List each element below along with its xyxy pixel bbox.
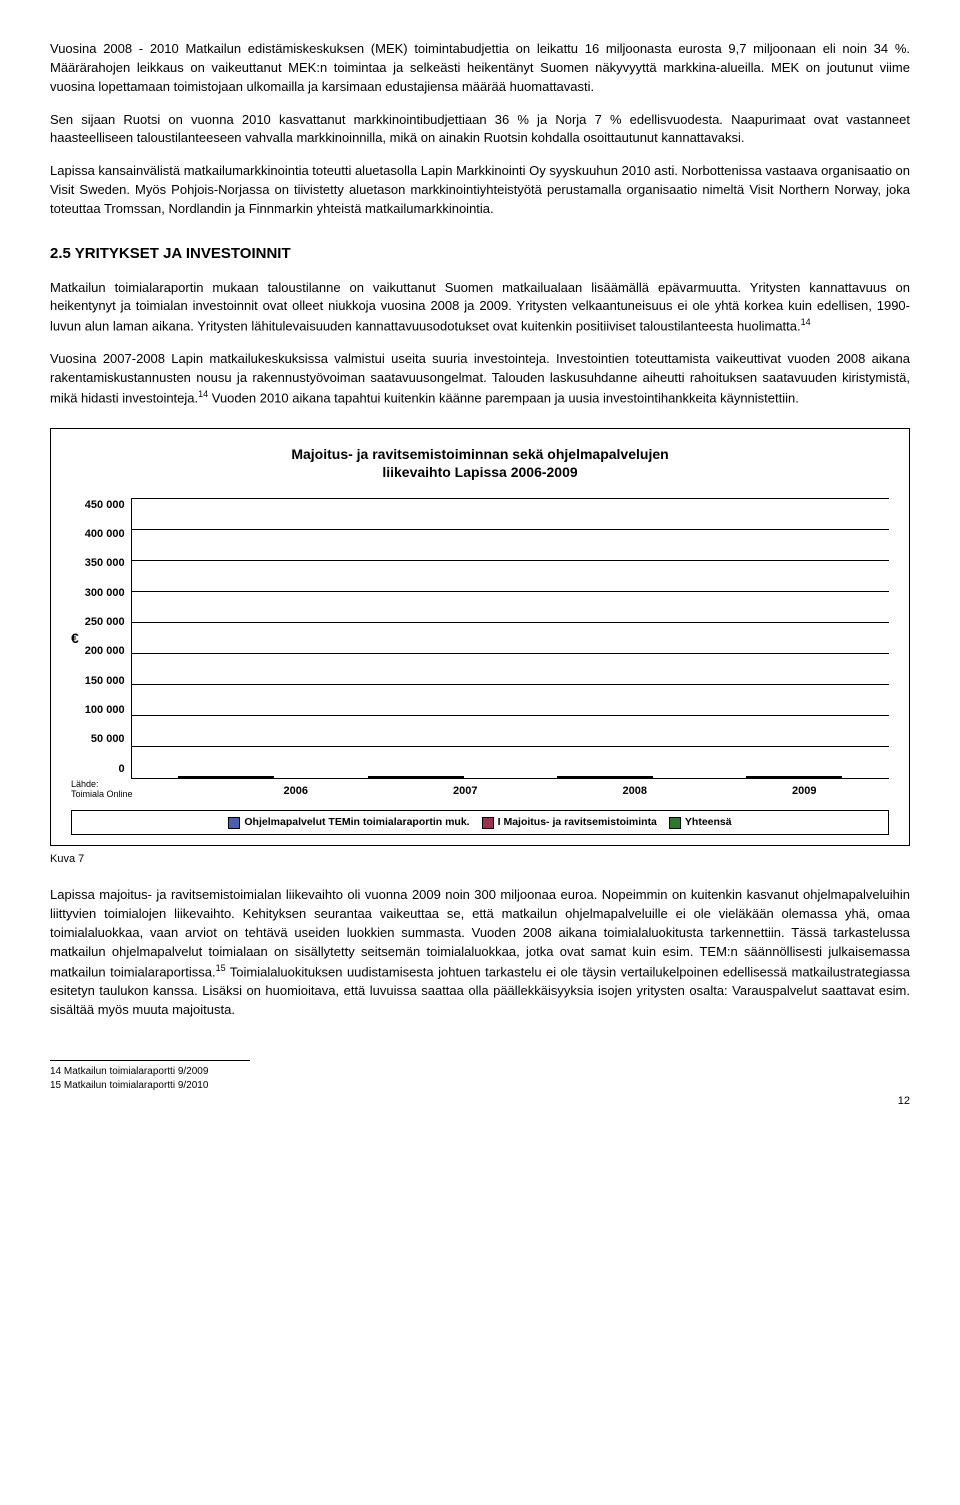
chart-title: Majoitus- ja ravitsemistoiminnan sekä oh… [71,445,889,481]
bar-group [746,776,842,778]
bar-group [557,776,653,778]
legend-label: Yhteensä [685,815,732,830]
legend-swatch [482,817,494,829]
legend-item: I Majoitus- ja ravitsemistoiminta [482,815,657,830]
y-tick-label: 100 000 [85,703,125,719]
chart-legend: Ohjelmapalvelut TEMin toimialaraportin m… [71,810,889,835]
y-tick-label: 250 000 [85,615,125,631]
body-paragraph: Lapissa kansainvälistä matkailumarkkinoi… [50,162,910,219]
page-number: 12 [50,1094,910,1110]
y-tick-label: 300 000 [85,586,125,602]
bar [400,776,432,778]
bar [746,776,778,778]
x-tick-label: 2009 [792,784,816,800]
chart-source: Lähde:Toimiala Online [71,779,141,801]
footnote: 15 Matkailun toimialaraportti 9/2010 [50,1079,910,1094]
y-tick-label: 50 000 [91,732,125,748]
gridline [132,560,889,561]
gridline [132,498,889,499]
x-axis: 2006 2007 2008 2009 [211,784,889,800]
y-tick-label: 450 000 [85,498,125,514]
section-heading: 2.5 YRITYKSET JA INVESTOINNIT [50,243,910,265]
figure-label: Kuva 7 [50,852,910,868]
legend-label: I Majoitus- ja ravitsemistoiminta [498,815,657,830]
x-tick-label: 2008 [623,784,647,800]
x-tick-label: 2006 [284,784,308,800]
bar [621,776,653,778]
bar [778,776,810,778]
gridline [132,684,889,685]
gridline [132,653,889,654]
gridline [132,746,889,747]
legend-swatch [228,817,240,829]
plot-area [131,498,889,779]
bar [178,776,210,778]
gridline [132,591,889,592]
y-tick-label: 400 000 [85,527,125,543]
body-paragraph: Sen sijaan Ruotsi on vuonna 2010 kasvatt… [50,111,910,149]
legend-label: Ohjelmapalvelut TEMin toimialaraportin m… [244,815,469,830]
body-paragraph: Vuosina 2008 - 2010 Matkailun edistämisk… [50,40,910,97]
bar [242,776,274,778]
y-tick-label: 150 000 [85,674,125,690]
gridline [132,529,889,530]
bar [557,776,589,778]
bar [589,776,621,778]
y-axis-unit: € [71,628,79,648]
body-paragraph: Vuosina 2007-2008 Lapin matkailukeskuksi… [50,350,910,408]
bar-chart: Majoitus- ja ravitsemistoiminnan sekä oh… [50,428,910,846]
footnote: 14 Matkailun toimialaraportti 9/2009 [50,1065,910,1080]
legend-item: Yhteensä [669,815,732,830]
bar [368,776,400,778]
bar-group [178,776,274,778]
gridline [132,715,889,716]
bar [210,776,242,778]
body-paragraph: Lapissa majoitus- ja ravitsemistoimialan… [50,886,910,1019]
legend-item: Ohjelmapalvelut TEMin toimialaraportin m… [228,815,469,830]
bar [432,776,464,778]
body-paragraph: Matkailun toimialaraportin mukaan talous… [50,279,910,337]
x-tick-label: 2007 [453,784,477,800]
gridline [132,622,889,623]
y-tick-label: 0 [118,762,124,778]
legend-swatch [669,817,681,829]
y-tick-label: 350 000 [85,556,125,572]
y-tick-label: 200 000 [85,644,125,660]
bar-group [368,776,464,778]
y-axis: 450 000 400 000 350 000 300 000 250 000 200 0… [85,498,131,778]
bar [810,776,842,778]
